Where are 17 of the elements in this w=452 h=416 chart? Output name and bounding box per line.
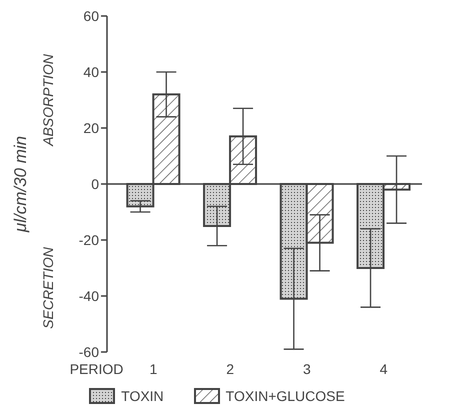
legend-label: TOXIN+GLUCOSE: [224, 388, 345, 404]
y-tick-label: 20: [83, 120, 100, 136]
x-tick-label: 1: [149, 361, 158, 377]
text: ABSORPTION: [40, 54, 56, 146]
x-axis-title: PERIOD: [70, 361, 124, 377]
text: SECRETION: [40, 247, 56, 329]
y-tick-label: 60: [83, 8, 100, 24]
y-axis-title: μl/cm/30 min: [11, 136, 30, 234]
y-tick-label: 40: [83, 64, 100, 80]
x-tick-label: 3: [302, 361, 311, 377]
y-tick-label: -20: [78, 232, 100, 248]
x-tick-label: 4: [380, 361, 388, 377]
y-tick-label: -40: [78, 288, 100, 304]
y-tick-label: -60: [78, 344, 100, 360]
x-tick-label: 2: [226, 361, 234, 377]
legend-label: TOXIN: [120, 388, 164, 404]
y-tick-label: 0: [91, 176, 100, 192]
